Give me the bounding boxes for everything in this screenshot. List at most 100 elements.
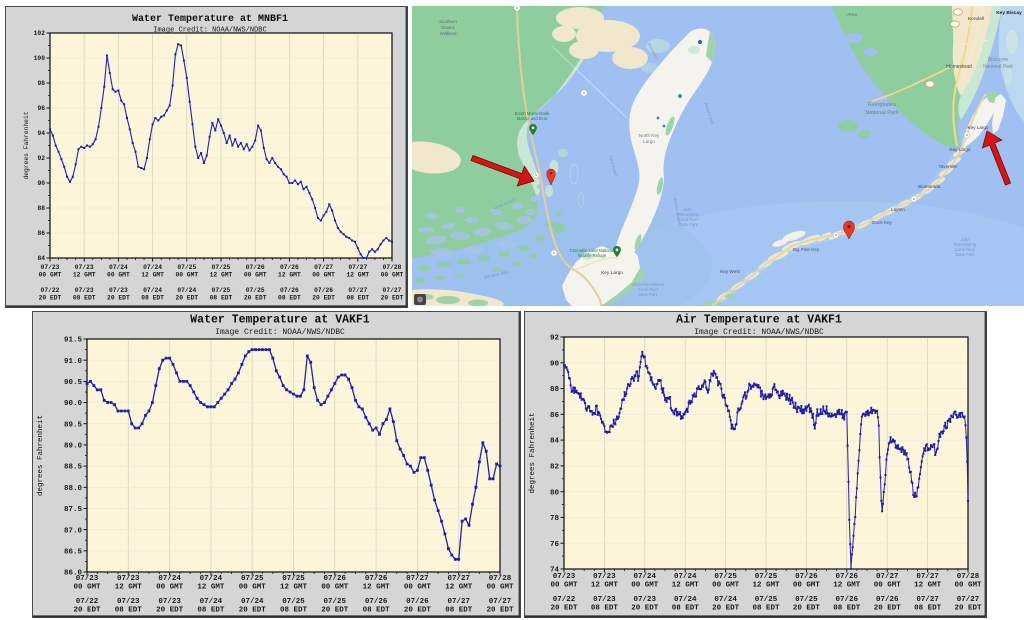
svg-text:07/27: 07/27: [447, 598, 470, 606]
svg-text:20 EDT: 20 EDT: [486, 607, 514, 615]
svg-text:Kendall: Kendall: [968, 16, 984, 22]
svg-text:Pennekamp: Pennekamp: [677, 212, 700, 217]
svg-text:07/23: 07/23: [75, 264, 94, 271]
svg-text:12 GMT: 12 GMT: [833, 582, 861, 590]
svg-text:07/24: 07/24: [158, 575, 181, 583]
svg-text:07/25: 07/25: [324, 598, 347, 606]
svg-text:88: 88: [37, 205, 45, 212]
svg-text:00 GMT: 00 GMT: [954, 582, 982, 590]
svg-text:92: 92: [550, 335, 560, 343]
svg-text:07/25: 07/25: [177, 264, 196, 271]
svg-text:00 GMT: 00 GMT: [550, 582, 578, 590]
svg-text:National Park: National Park: [983, 64, 1014, 70]
svg-text:20 EDT: 20 EDT: [404, 607, 432, 615]
svg-text:07/23: 07/23: [109, 287, 128, 294]
svg-text:degrees Fahrenheit: degrees Fahrenheit: [529, 412, 537, 493]
svg-text:Largo: Largo: [643, 139, 655, 144]
svg-text:00 GMT: 00 GMT: [321, 584, 349, 592]
svg-text:00 GMT: 00 GMT: [39, 271, 62, 278]
svg-text:07/25: 07/25: [282, 575, 305, 583]
svg-text:00 GMT: 00 GMT: [156, 584, 184, 592]
svg-text:89.5: 89.5: [64, 421, 83, 429]
svg-text:Manatee Bay: Manatee Bay: [483, 269, 509, 280]
svg-text:00 GMT: 00 GMT: [244, 271, 267, 278]
svg-text:07/27: 07/27: [447, 575, 470, 583]
svg-text:07/28: 07/28: [957, 573, 980, 581]
svg-text:84: 84: [550, 438, 560, 446]
svg-text:07/26: 07/26: [280, 264, 299, 271]
svg-text:07/25: 07/25: [241, 575, 264, 583]
svg-text:Key Largo: Key Largo: [950, 147, 971, 152]
svg-text:20 EDT: 20 EDT: [73, 607, 101, 615]
svg-text:07/25: 07/25: [282, 598, 305, 606]
svg-text:John: John: [960, 237, 970, 242]
svg-text:Tavernier: Tavernier: [939, 164, 958, 169]
svg-text:00 GMT: 00 GMT: [381, 271, 404, 278]
svg-text:07/25: 07/25: [246, 287, 265, 294]
svg-text:100: 100: [34, 55, 46, 62]
svg-text:20 EDT: 20 EDT: [239, 607, 267, 615]
svg-text:07/25: 07/25: [755, 573, 778, 581]
svg-text:20 EDT: 20 EDT: [954, 605, 982, 613]
svg-text:08 EDT: 08 EDT: [591, 605, 619, 613]
svg-text:08 EDT: 08 EDT: [752, 605, 780, 613]
svg-text:08 EDT: 08 EDT: [278, 294, 301, 301]
svg-text:08 EDT: 08 EDT: [672, 605, 700, 613]
svg-text:00 GMT: 00 GMT: [793, 582, 821, 590]
svg-text:12 GMT: 12 GMT: [278, 271, 301, 278]
svg-text:07/28: 07/28: [383, 264, 402, 271]
svg-text:07/23: 07/23: [41, 264, 60, 271]
svg-text:07/26: 07/26: [406, 598, 429, 606]
svg-text:88: 88: [550, 386, 560, 394]
svg-text:07/27: 07/27: [876, 573, 899, 581]
svg-text:Coral Reef: Coral Reef: [678, 217, 699, 222]
svg-text:00 GMT: 00 GMT: [175, 271, 198, 278]
svg-text:07/27: 07/27: [957, 596, 980, 604]
svg-text:08 EDT: 08 EDT: [833, 605, 861, 613]
svg-text:08 EDT: 08 EDT: [363, 607, 391, 615]
svg-text:87.0: 87.0: [64, 527, 83, 535]
svg-text:96: 96: [37, 105, 45, 112]
svg-text:Glades: Glades: [441, 25, 456, 30]
svg-text:07/24: 07/24: [714, 596, 737, 604]
svg-text:12 GMT: 12 GMT: [591, 582, 619, 590]
svg-text:102: 102: [34, 30, 46, 37]
svg-text:12 GMT: 12 GMT: [672, 582, 700, 590]
svg-text:Image Credit: NOAA/NWS/NDBC: Image Credit: NOAA/NWS/NDBC: [694, 328, 824, 337]
svg-text:00 GMT: 00 GMT: [239, 584, 267, 592]
svg-text:08 EDT: 08 EDT: [914, 605, 942, 613]
svg-text:00 GMT: 00 GMT: [404, 584, 432, 592]
svg-text:Image Credit: NOAA/NWS/NDBC: Image Credit: NOAA/NWS/NDBC: [215, 328, 345, 337]
svg-text:89.0: 89.0: [64, 443, 83, 451]
svg-text:12 GMT: 12 GMT: [115, 584, 143, 592]
svg-text:20 EDT: 20 EDT: [244, 294, 267, 301]
svg-text:00 GMT: 00 GMT: [486, 584, 514, 592]
svg-text:Big Pine Key: Big Pine Key: [793, 247, 820, 252]
svg-text:76: 76: [550, 541, 560, 549]
svg-text:87.5: 87.5: [64, 506, 83, 514]
svg-text:Wildlife Refuge: Wildlife Refuge: [578, 253, 607, 258]
svg-text:Key West: Key West: [720, 269, 740, 274]
svg-text:Area: Area: [847, 12, 857, 17]
svg-text:90.5: 90.5: [64, 379, 83, 387]
svg-text:07/24: 07/24: [674, 573, 697, 581]
svg-text:12 GMT: 12 GMT: [445, 584, 473, 592]
svg-text:20 EDT: 20 EDT: [312, 294, 335, 301]
svg-text:08 EDT: 08 EDT: [141, 294, 164, 301]
svg-text:07/26: 07/26: [836, 596, 859, 604]
svg-text:86.0: 86.0: [64, 570, 83, 578]
svg-text:State Park: State Park: [955, 252, 975, 257]
svg-text:07/26: 07/26: [365, 598, 388, 606]
svg-text:74: 74: [550, 567, 560, 575]
svg-text:Islamorada: Islamorada: [918, 184, 941, 189]
svg-text:12 GMT: 12 GMT: [73, 271, 96, 278]
svg-text:07/22: 07/22: [41, 287, 60, 294]
svg-text:07/26: 07/26: [246, 264, 265, 271]
svg-text:07/24: 07/24: [143, 264, 162, 271]
svg-text:08 EDT: 08 EDT: [445, 607, 473, 615]
svg-text:07/23: 07/23: [553, 573, 576, 581]
svg-text:00 GMT: 00 GMT: [712, 582, 740, 590]
svg-text:Water Temperature at VAKF1: Water Temperature at VAKF1: [190, 314, 370, 327]
svg-text:20 EDT: 20 EDT: [156, 607, 184, 615]
svg-text:07/27: 07/27: [489, 598, 512, 606]
